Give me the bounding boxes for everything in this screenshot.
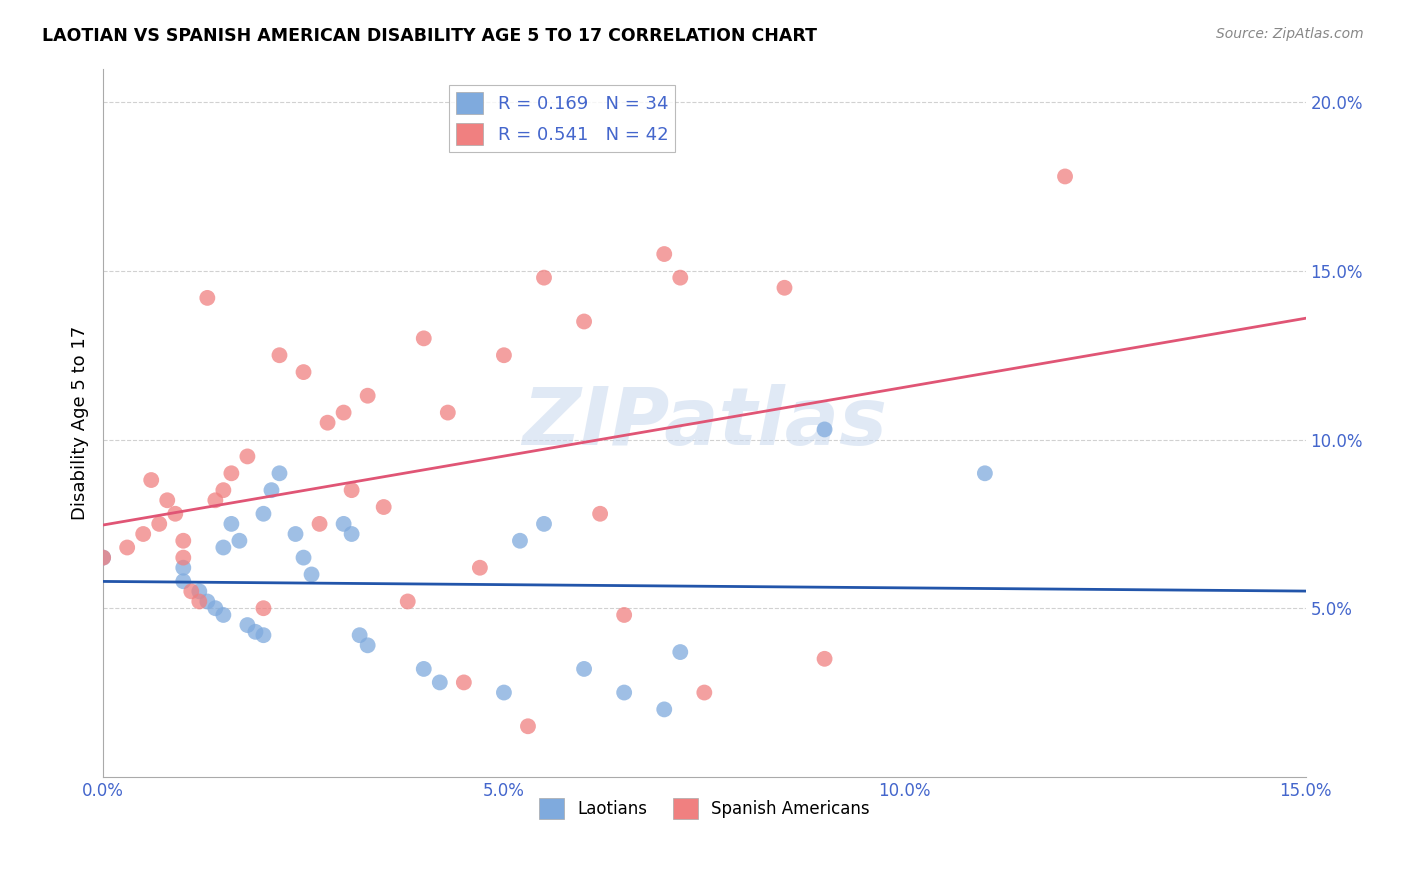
Point xyxy=(204,493,226,508)
Point xyxy=(973,467,995,481)
Point xyxy=(332,516,354,531)
Point xyxy=(813,652,835,666)
Point xyxy=(292,550,315,565)
Point xyxy=(172,574,194,589)
Point xyxy=(252,628,274,642)
Point xyxy=(429,675,451,690)
Point xyxy=(669,270,692,285)
Point xyxy=(260,483,283,498)
Point xyxy=(533,516,555,531)
Point xyxy=(613,685,636,699)
Point xyxy=(195,291,218,305)
Point xyxy=(156,493,179,508)
Point xyxy=(356,638,378,652)
Point xyxy=(91,550,114,565)
Point xyxy=(115,541,138,555)
Point xyxy=(332,406,354,420)
Point xyxy=(468,560,491,574)
Point xyxy=(669,645,692,659)
Text: ZIPatlas: ZIPatlas xyxy=(522,384,887,462)
Point xyxy=(437,406,460,420)
Point xyxy=(572,314,595,328)
Text: Source: ZipAtlas.com: Source: ZipAtlas.com xyxy=(1216,27,1364,41)
Point xyxy=(228,533,250,548)
Point xyxy=(492,348,515,362)
Point xyxy=(212,607,235,622)
Point xyxy=(412,662,434,676)
Point xyxy=(252,507,274,521)
Point xyxy=(269,348,291,362)
Point xyxy=(212,483,235,498)
Point xyxy=(141,473,163,487)
Point xyxy=(245,624,267,639)
Point xyxy=(1053,169,1076,184)
Point xyxy=(316,416,339,430)
Point xyxy=(340,483,363,498)
Point xyxy=(204,601,226,615)
Point xyxy=(373,500,395,514)
Point xyxy=(773,281,796,295)
Point xyxy=(613,607,636,622)
Point xyxy=(284,527,307,541)
Point xyxy=(301,567,323,582)
Point xyxy=(292,365,315,379)
Point xyxy=(236,618,259,632)
Point xyxy=(195,594,218,608)
Point xyxy=(572,662,595,676)
Point xyxy=(165,507,187,521)
Point xyxy=(492,685,515,699)
Point xyxy=(340,527,363,541)
Legend: Laotians, Spanish Americans: Laotians, Spanish Americans xyxy=(533,791,876,825)
Point xyxy=(349,628,371,642)
Point xyxy=(652,702,675,716)
Point xyxy=(188,584,211,599)
Point xyxy=(589,507,612,521)
Point xyxy=(652,247,675,261)
Point xyxy=(269,467,291,481)
Point xyxy=(813,422,835,436)
Point xyxy=(132,527,155,541)
Point xyxy=(396,594,419,608)
Point xyxy=(693,685,716,699)
Point xyxy=(91,550,114,565)
Point xyxy=(180,584,202,599)
Point xyxy=(509,533,531,548)
Point xyxy=(148,516,170,531)
Point xyxy=(533,270,555,285)
Point xyxy=(412,331,434,345)
Point xyxy=(188,594,211,608)
Point xyxy=(221,467,243,481)
Text: LAOTIAN VS SPANISH AMERICAN DISABILITY AGE 5 TO 17 CORRELATION CHART: LAOTIAN VS SPANISH AMERICAN DISABILITY A… xyxy=(42,27,817,45)
Point xyxy=(172,550,194,565)
Point xyxy=(356,389,378,403)
Point xyxy=(212,541,235,555)
Point xyxy=(172,533,194,548)
Point xyxy=(453,675,475,690)
Point xyxy=(221,516,243,531)
Y-axis label: Disability Age 5 to 17: Disability Age 5 to 17 xyxy=(72,326,89,520)
Point xyxy=(172,560,194,574)
Point xyxy=(517,719,540,733)
Point xyxy=(252,601,274,615)
Point xyxy=(308,516,330,531)
Point xyxy=(236,450,259,464)
